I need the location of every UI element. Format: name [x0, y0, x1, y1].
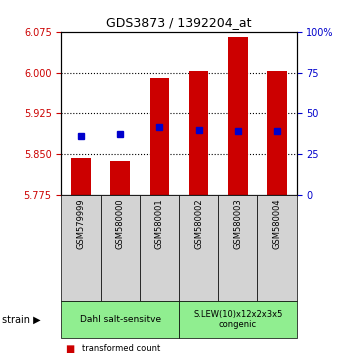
Text: ■: ■ — [65, 344, 74, 354]
Text: GSM580001: GSM580001 — [155, 198, 164, 249]
Text: GSM580002: GSM580002 — [194, 198, 203, 249]
Bar — [228, 37, 248, 195]
Bar — [150, 78, 169, 195]
Bar — [189, 71, 208, 195]
Text: GSM580004: GSM580004 — [272, 198, 282, 249]
Text: strain ▶: strain ▶ — [2, 314, 40, 325]
Text: GSM580000: GSM580000 — [116, 198, 125, 249]
Text: transformed count: transformed count — [82, 344, 160, 353]
Bar — [71, 158, 91, 195]
Bar — [267, 71, 287, 195]
Text: GSM580003: GSM580003 — [233, 198, 242, 249]
Text: S.LEW(10)x12x2x3x5
congenic: S.LEW(10)x12x2x3x5 congenic — [193, 310, 283, 329]
Title: GDS3873 / 1392204_at: GDS3873 / 1392204_at — [106, 16, 252, 29]
Bar — [110, 160, 130, 195]
Text: GSM579999: GSM579999 — [76, 198, 86, 249]
Text: Dahl salt-sensitve: Dahl salt-sensitve — [80, 315, 161, 324]
